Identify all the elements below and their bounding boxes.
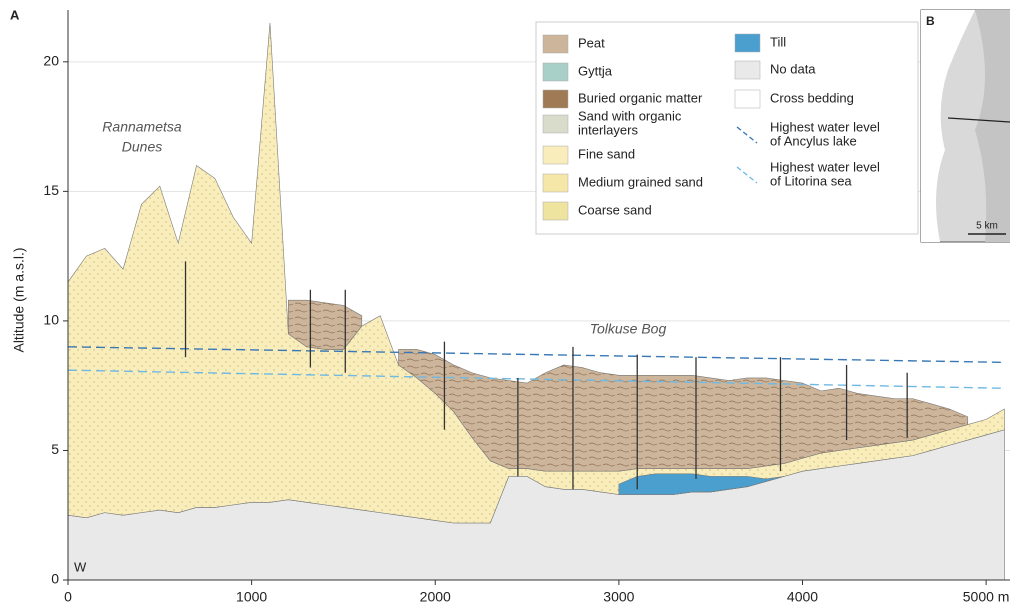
- legend-label: Sand with organic: [578, 108, 682, 123]
- x-tick-label: 3000: [603, 589, 634, 605]
- inset-map: B 5 km: [920, 9, 1010, 243]
- y-tick-label: 5: [51, 441, 59, 457]
- axes: 0 5 10 15 20 0 1000 2000 3000 4000 5000 m: [43, 10, 1010, 605]
- side-label: W: [74, 559, 87, 574]
- legend-label: Coarse sand: [578, 202, 652, 217]
- annotation: Rannametsa: [102, 119, 182, 135]
- panel-label: A: [10, 7, 20, 22]
- legend-label: Till: [770, 34, 786, 49]
- annotation: Dunes: [122, 139, 162, 155]
- legend-swatch: [542, 62, 569, 82]
- legend-swatch: [542, 145, 569, 165]
- legend-label: Highest water level: [770, 119, 880, 134]
- layer-texture: [288, 300, 968, 472]
- water-level-line: [68, 346, 1005, 364]
- y-tick-label: 0: [51, 571, 59, 587]
- legend-label: Medium grained sand: [578, 174, 703, 189]
- legend-label: Buried organic matter: [578, 90, 703, 105]
- x-tick-label: 0: [64, 589, 72, 605]
- layer-area: [618, 473, 785, 495]
- legend-swatch: [736, 166, 758, 184]
- layer-texture: [68, 22, 1005, 523]
- x-tick-label: 4000: [787, 589, 818, 605]
- legend-swatch: [542, 201, 569, 221]
- legend-label: Highest water level: [770, 159, 880, 174]
- legend-swatch: [542, 89, 569, 109]
- inset-transect: [947, 117, 1010, 123]
- legend-label: Gyttja: [578, 63, 613, 78]
- inset-sea: [921, 10, 975, 242]
- legend-swatch: [542, 173, 569, 193]
- legend: Peat Gyttja Buried organic matter Sand with…: [535, 21, 919, 235]
- water-level-line: [68, 369, 1005, 389]
- inset-label: B: [926, 14, 935, 28]
- legend-label: interlayers: [578, 122, 638, 137]
- legend-swatch: [736, 126, 758, 144]
- y-tick-label: 15: [43, 182, 59, 198]
- legend-swatch: [542, 34, 569, 54]
- y-tick-label: 10: [43, 312, 59, 328]
- legend-box: [535, 21, 919, 235]
- legend-swatch: [734, 89, 761, 109]
- annotation: Tolkuse Bog: [590, 321, 667, 337]
- plot-area: [68, 22, 1010, 580]
- inset-scale: 5 km: [976, 221, 998, 232]
- y-axis-label: Altitude (m a.s.l.): [11, 247, 27, 352]
- legend-label: Cross bedding: [770, 90, 854, 105]
- legend-label: Peat: [578, 35, 605, 50]
- legend-swatch: [734, 60, 761, 80]
- legend-swatch: [542, 114, 569, 134]
- legend-label: of Ancylus lake: [770, 133, 857, 148]
- x-tick-label: 5000 m: [963, 589, 1010, 605]
- inset-land: [975, 10, 1010, 242]
- legend-label: Fine sand: [578, 146, 635, 161]
- x-tick-label: 1000: [236, 589, 267, 605]
- legend-swatch: [734, 33, 761, 53]
- legend-label: of Litorina sea: [770, 173, 852, 188]
- legend-label: No data: [770, 61, 816, 76]
- y-tick-label: 20: [43, 53, 59, 69]
- x-tick-label: 2000: [420, 589, 451, 605]
